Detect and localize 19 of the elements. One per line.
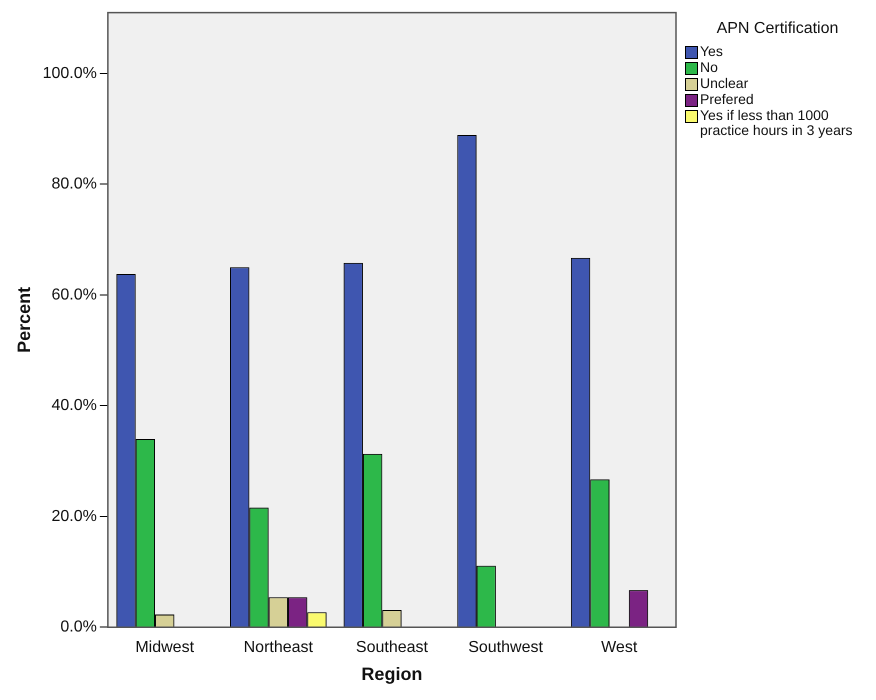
- y-tick-label: 80.0%: [51, 176, 97, 193]
- x-tick-label: Northeast: [244, 639, 314, 656]
- legend-label: Prefered: [700, 91, 754, 107]
- x-tick-label: Southwest: [468, 639, 544, 656]
- y-tick-label: 60.0%: [51, 286, 97, 304]
- legend-label: Yes if less than 1000 practice hours in 3 years: [700, 107, 854, 138]
- x-tick-label: Midwest: [135, 639, 195, 656]
- x-tick-label: West: [601, 639, 638, 656]
- y-axis-title: Percent: [14, 286, 34, 353]
- y-tick-label: 100.0%: [42, 64, 97, 82]
- y-tick-label: 0.0%: [60, 618, 97, 636]
- legend-label: Unclear: [700, 75, 748, 91]
- x-tick-label: Southeast: [356, 639, 429, 656]
- legend-label: No: [700, 59, 718, 75]
- x-axis-title: Region: [361, 664, 422, 684]
- y-tick-label: 40.0%: [51, 397, 97, 414]
- legend-title: APN Certification: [716, 20, 840, 38]
- y-tick-label: 20.0%: [51, 508, 97, 525]
- legend-label: Yes: [700, 43, 723, 59]
